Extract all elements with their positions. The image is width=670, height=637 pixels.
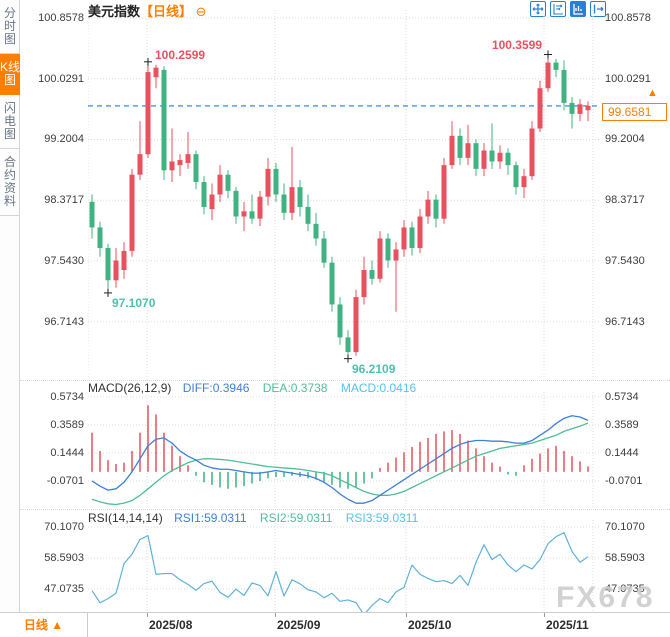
month-label-2025/09: 2025/09 (277, 618, 321, 632)
rsi2-value: RSI2:59.0311 (259, 511, 333, 525)
y-axis-label-left: 58.5903 (44, 552, 84, 564)
move-tool-button[interactable] (530, 1, 546, 17)
y-axis-label-right: 0.5734 (605, 391, 639, 403)
chart-toolbar (530, 1, 606, 17)
macd-macd-value: MACD:0.0416 (340, 381, 417, 395)
y-axis-label-right: 99.2004 (605, 133, 645, 146)
y-axis-label-left: 100.8578 (38, 12, 84, 24)
rsi-params: RSI(14,14,14) (88, 511, 163, 525)
y-axis-label-left: 0.5734 (50, 391, 84, 403)
y-axis-label-left: 96.7143 (44, 315, 84, 328)
month-label-2025/11: 2025/11 (546, 618, 589, 632)
candlestick-chart[interactable] (88, 10, 601, 380)
annotation-97.1070: 97.1070 (112, 295, 156, 310)
y-axis-label-right: 70.1070 (605, 520, 645, 533)
month-label-2025/08: 2025/08 (149, 618, 193, 632)
annotation-100.2599: 100.2599 (155, 47, 206, 62)
month-tick (275, 613, 276, 617)
y-axis-label-left: -0.0701 (46, 474, 84, 487)
chart-title: 美元指数【日线】 ⊖ (88, 1, 207, 20)
rsi3-value: RSI3:59.0311 (345, 511, 419, 525)
y-axis-label-right: 0.1444 (605, 447, 639, 459)
y-axis-label-right: 96.7143 (605, 315, 645, 328)
y-axis-label-left: 0.1444 (50, 447, 84, 459)
sidebar: 分时图 K线图 闪电图 合约资料 (0, 0, 20, 612)
annotation-100.3599: 100.3599 (491, 38, 542, 53)
sidebar-tab-分时图[interactable]: 分时图 (0, 0, 20, 54)
y-axis-label-left: 70.1070 (44, 520, 84, 533)
axis-scale-tool-button[interactable] (570, 1, 586, 17)
month-tick (406, 613, 407, 617)
y-axis-label-right: 100.0291 (605, 72, 651, 85)
macd-params: MACD(26,12,9) (88, 381, 172, 395)
y-axis-label-left: 0.3589 (50, 419, 84, 431)
y-axis-label-right: -0.0701 (605, 474, 643, 487)
y-axis-label-right: 47.0735 (605, 583, 645, 595)
zoom-fit-tool-button[interactable] (550, 1, 566, 17)
period-tag: 【日线】 (140, 4, 193, 19)
rsi-header: RSI(14,14,14) RSI1:59.0311 RSI2:59.0311 … (88, 511, 418, 525)
y-axis-label-right: 100.8578 (605, 12, 651, 24)
y-axis-label-left: 98.3717 (44, 194, 84, 207)
y-axis-label-right: 98.3717 (605, 194, 645, 207)
y-axis-label-left: 47.0735 (44, 583, 84, 595)
rsi1-value: RSI1:59.0311 (174, 511, 247, 525)
sidebar-tab-合约资料[interactable]: 合约资料 (0, 149, 20, 216)
annotation-96.2109: 96.2109 (352, 361, 396, 376)
month-label-2025/10: 2025/10 (408, 618, 452, 632)
fx678-watermark: FX678 (556, 581, 655, 614)
time-axis-bar: 日线 ▲ 2025/08 2025/09 2025/10 2025/11 (0, 612, 670, 637)
month-tick (544, 613, 545, 617)
macd-header: MACD(26,12,9) DIFF:0.3946 DEA:0.3738 MAC… (88, 381, 416, 395)
current-price-tag: 99.6581 (602, 103, 667, 121)
panel-separator (20, 380, 670, 381)
y-axis-label-left: 100.0291 (38, 72, 84, 85)
macd-dea-value: DEA:0.3738 (262, 381, 328, 395)
collapse-icon[interactable]: ⊖ (195, 4, 207, 19)
sidebar-tab-闪电图[interactable]: 闪电图 (0, 95, 20, 149)
rsi-chart[interactable] (88, 520, 601, 612)
y-axis-label-right: 58.5903 (605, 552, 645, 564)
macd-diff-value: DIFF:0.3946 (182, 381, 250, 395)
panel-separator (20, 509, 670, 510)
sidebar-tab-K线图[interactable]: K线图 (0, 54, 20, 95)
y-axis-label-left: 99.2004 (44, 133, 84, 146)
y-axis-label-right: 97.5430 (605, 254, 645, 267)
month-tick (147, 613, 148, 617)
y-axis-label-left: 97.5430 (44, 254, 84, 267)
price-up-arrow-icon: ▲ (647, 87, 658, 99)
pan-right-tool-button[interactable] (590, 1, 606, 17)
period-selector[interactable]: 日线 ▲ (0, 613, 88, 637)
y-axis-label-right: 0.3589 (605, 419, 639, 431)
instrument-name: 美元指数 (88, 4, 141, 19)
macd-chart[interactable] (88, 392, 601, 508)
